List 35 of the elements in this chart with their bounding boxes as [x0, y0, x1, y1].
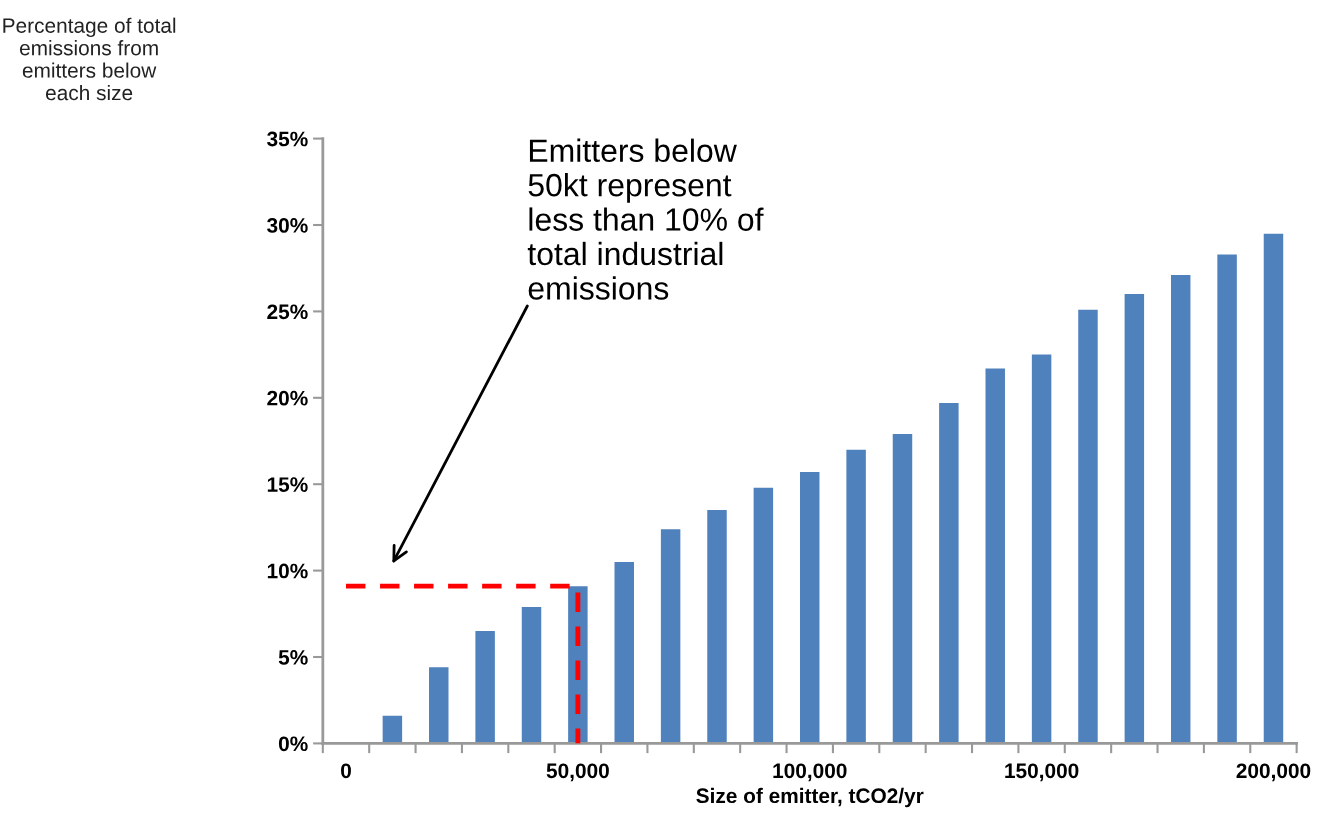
bar: [1217, 254, 1237, 744]
bar: [660, 529, 681, 744]
y-tick-label: 25%: [267, 304, 308, 320]
y-tick-label: 35%: [267, 131, 308, 147]
bar: [1170, 275, 1191, 744]
bar: [800, 472, 820, 744]
bar: [1263, 233, 1284, 744]
x-tick-label: 100,000: [773, 763, 847, 782]
bar: [985, 368, 1005, 744]
x-tick-label: 150,000: [1005, 763, 1079, 782]
bar: [475, 631, 495, 744]
y-tick-label: 10%: [267, 563, 308, 579]
bar: [429, 667, 449, 744]
bar: [1078, 309, 1098, 744]
y-tick-label: 15%: [267, 477, 308, 492]
bar: [614, 561, 634, 744]
annotation: Emitters below 50kt represent less than 10% of total industrial emissions: [527, 138, 764, 300]
y-axis-title: Percentage of total emissions from emitters below each size: [3, 17, 176, 101]
bar: [939, 402, 959, 744]
y-tick-label: 30%: [267, 218, 308, 233]
x-tick-label: 50,000: [546, 763, 609, 782]
bar: [1031, 354, 1052, 744]
bar: [707, 510, 727, 744]
x-axis-title: Size of emitter, tCO2/yr: [696, 787, 924, 808]
y-tick-label: 20%: [267, 390, 308, 406]
x-tick-label: 200,000: [1236, 763, 1311, 782]
bar: [753, 487, 774, 744]
y-tick-label: 0%: [278, 736, 308, 752]
x-tick-label: 0: [341, 763, 351, 779]
bar: [521, 606, 542, 744]
y-tick-label: 5%: [278, 650, 308, 665]
bar: [1124, 294, 1145, 744]
bar: [846, 449, 866, 744]
bar: [892, 434, 913, 744]
bar: [382, 715, 403, 744]
